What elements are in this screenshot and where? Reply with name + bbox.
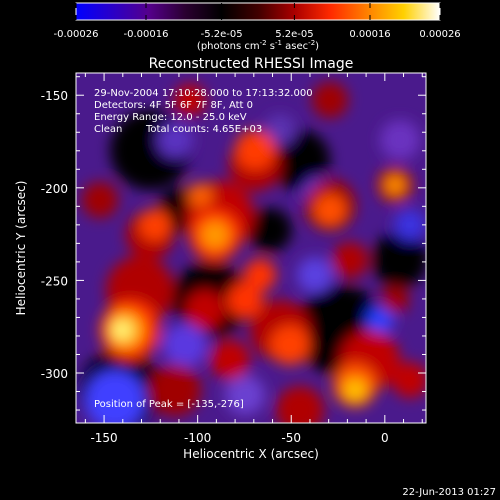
emission-blob [82,182,118,218]
emission-blob [185,290,225,330]
emission-blob [270,325,310,365]
colorbar: -0.00026 -0.00016 -5.2e-05 5.2e-05 0.00016 0.… [54,2,461,52]
emission-blob [392,362,426,398]
emission-blob [372,232,426,288]
colorbar-frame [75,2,441,21]
emission-blob [276,386,324,423]
annotation-time-range: 29-Nov-2004 17:10:28.000 to 17:13:32.000 [94,88,313,99]
colorbar-tick-label: 0.00026 [419,29,460,40]
emission-blob [381,286,409,314]
colorbar-tick-label: 0.00016 [349,29,390,40]
colorbar-tick-label: 5.2e-05 [275,29,313,40]
emission-blob [248,208,292,252]
annotation-algorithm: Clean [94,124,122,135]
emission-blob [314,194,346,226]
y-tick-label: -200 [41,182,68,196]
y-axis-label: Heliocentric Y (arcsec) [14,181,28,316]
annotation-total-counts: Total counts: 4.65E+03 [145,124,262,135]
colorbar-tick-label: -0.00016 [124,29,169,40]
colorbar-ticks: -0.00026 -0.00016 -5.2e-05 5.2e-05 0.00016 0.… [54,3,461,40]
x-tick-label: -50 [281,431,301,445]
x-tick-label: 0 [381,431,389,445]
footer-date: 22-Jun-2013 01:27 [402,487,496,498]
annotation-energy: Energy Range: 12.0 - 25.0 keV [94,112,247,123]
emission-blob [163,323,207,367]
colorbar-strip [76,3,440,20]
x-tick-label: -150 [90,431,117,445]
emission-blob [366,306,394,334]
emission-blob [113,321,131,339]
colorbar-tick-label: -5.2e-05 [201,29,243,40]
y-tick-label: -250 [41,274,68,288]
emission-blob [201,221,229,249]
emission-blob [139,209,171,241]
emission-blob [227,282,263,318]
image-area [76,73,426,423]
y-tick-label: -300 [41,367,68,381]
annotation-detectors: Detectors: 4F 5F 6F 7F 8F, Att 0 [94,100,253,111]
emission-blob [210,340,250,380]
emission-blob [394,209,426,241]
x-axis-label: Heliocentric X (arcsec) [183,447,319,461]
annotations: 29-Nov-2004 17:10:28.000 to 17:13:32.000… [94,88,313,410]
annotation-peak-position: Position of Peak = [-135,-276] [94,399,244,410]
axis-ticks: -150 -100 -50 0 -150 -200 -250 -300 [41,73,426,445]
emission-blob [174,84,206,116]
emission-blob [157,122,193,158]
emission-blob [235,130,275,170]
emission-blob [225,375,265,415]
colorbar-units: (photons cm-2 s-1 asec-2) [197,39,319,52]
emission-map [80,82,426,423]
emission-blob [244,259,276,291]
plot-frame [75,72,427,424]
emission-blob [297,257,333,293]
emission-blob [188,183,212,207]
emission-blob [380,120,420,160]
emission-blob [85,370,145,423]
emission-blob [385,175,405,195]
y-tick-label: -150 [41,89,68,103]
colorbar-tick-label: -0.00026 [54,29,99,40]
plot-title: Reconstructed RHESSI Image [149,56,354,72]
emission-blob [332,242,368,278]
emission-blob [264,114,296,146]
emission-blob [343,378,367,402]
emission-blob [149,364,201,416]
emission-blob [312,82,348,118]
x-tick-label: -100 [184,431,211,445]
